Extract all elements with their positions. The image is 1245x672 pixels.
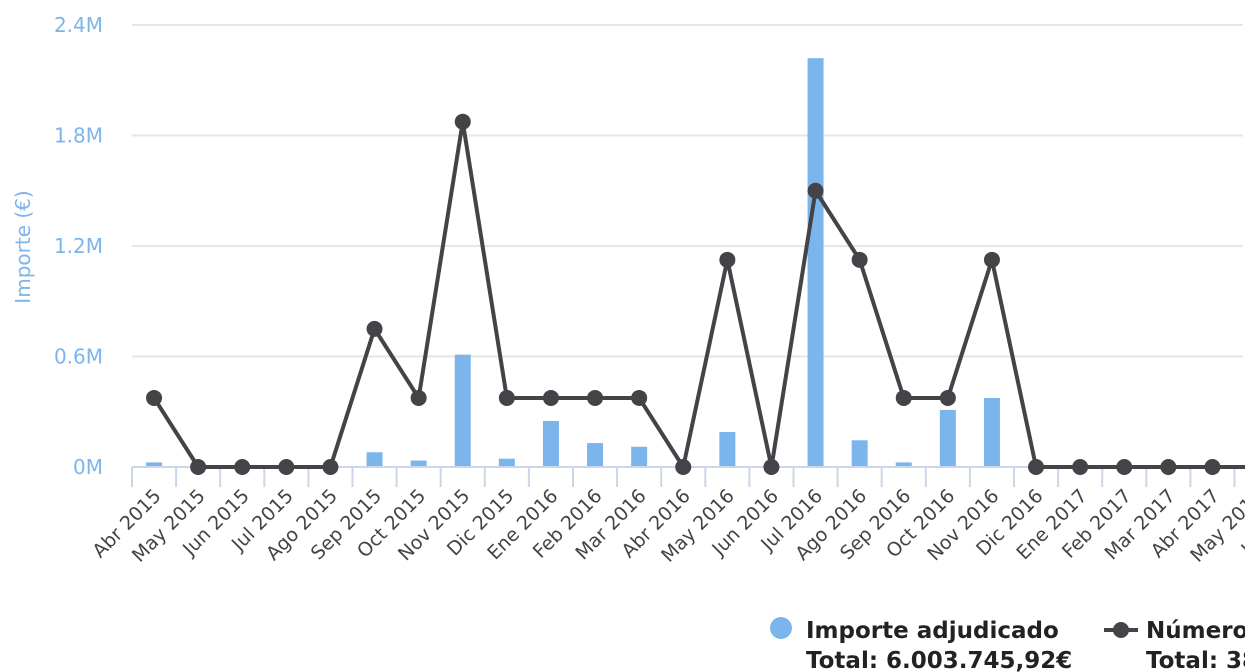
y-tick-label: 2.4M [54, 13, 103, 37]
legend-item-importe[interactable]: Importe adjudicado Total: 6.003.745,92€ [770, 617, 1072, 672]
line-point[interactable] [542, 389, 559, 406]
line-point[interactable] [807, 182, 824, 199]
line-point[interactable] [1072, 459, 1089, 475]
line-point[interactable] [895, 389, 912, 406]
bar[interactable] [851, 440, 868, 467]
bar[interactable] [410, 460, 427, 467]
bar[interactable] [587, 443, 604, 467]
line-point[interactable] [675, 459, 692, 475]
line-point[interactable] [1160, 459, 1177, 475]
line-point[interactable] [146, 389, 163, 406]
bar[interactable] [895, 462, 912, 467]
line-point[interactable] [1028, 459, 1045, 475]
line-point[interactable] [322, 459, 339, 475]
legend-total-importe: Total: 6.003.745,92€ [806, 648, 1072, 672]
line-point[interactable] [1204, 459, 1221, 475]
legend: Importe adjudicado Total: 6.003.745,92€ … [770, 617, 1245, 672]
line-point[interactable] [631, 389, 648, 406]
legend-marker-numero-dot [1113, 622, 1129, 638]
line-point[interactable] [939, 389, 956, 406]
bar[interactable] [807, 58, 824, 468]
line-point[interactable] [454, 113, 471, 130]
bar[interactable] [366, 452, 383, 467]
line-point[interactable] [587, 389, 604, 406]
line-point[interactable] [719, 251, 736, 268]
line-series [146, 113, 1245, 475]
series-line [152, 119, 1245, 469]
line-point[interactable] [983, 251, 1000, 268]
legend-label-numero: Número [1146, 618, 1245, 644]
line-point[interactable] [1116, 459, 1133, 475]
y-tick-label: 1.8M [54, 124, 103, 148]
y-tick-label: 1.2M [54, 234, 103, 258]
line-point[interactable] [410, 389, 427, 406]
bar[interactable] [719, 432, 736, 467]
line-point[interactable] [498, 389, 515, 406]
line-point[interactable] [851, 251, 868, 268]
bar[interactable] [498, 458, 515, 467]
gridlines [132, 24, 1243, 358]
bar[interactable] [983, 397, 1000, 467]
bar[interactable] [542, 420, 559, 467]
bar[interactable] [454, 354, 471, 467]
bar[interactable] [939, 409, 956, 467]
bar[interactable] [146, 462, 163, 467]
legend-label-importe: Importe adjudicado [806, 618, 1059, 644]
legend-item-numero[interactable]: Número Total: 38 [1104, 618, 1245, 672]
y-tick-label: 0M [73, 455, 103, 479]
legend-marker-importe [770, 617, 792, 639]
line-point[interactable] [278, 459, 295, 475]
line-point[interactable] [366, 320, 383, 337]
y-axis-label: Importe (€) [11, 190, 35, 303]
bar-series [146, 58, 1000, 468]
bar[interactable] [631, 446, 648, 467]
y-axis-ticks: 0M 0.6M 1.2M 1.8M 2.4M [54, 13, 103, 479]
line-point[interactable] [234, 459, 251, 475]
line-point[interactable] [190, 459, 207, 475]
legend-total-numero: Total: 38 [1146, 648, 1245, 672]
y-tick-label: 0.6M [54, 345, 103, 369]
line-point[interactable] [763, 459, 780, 475]
